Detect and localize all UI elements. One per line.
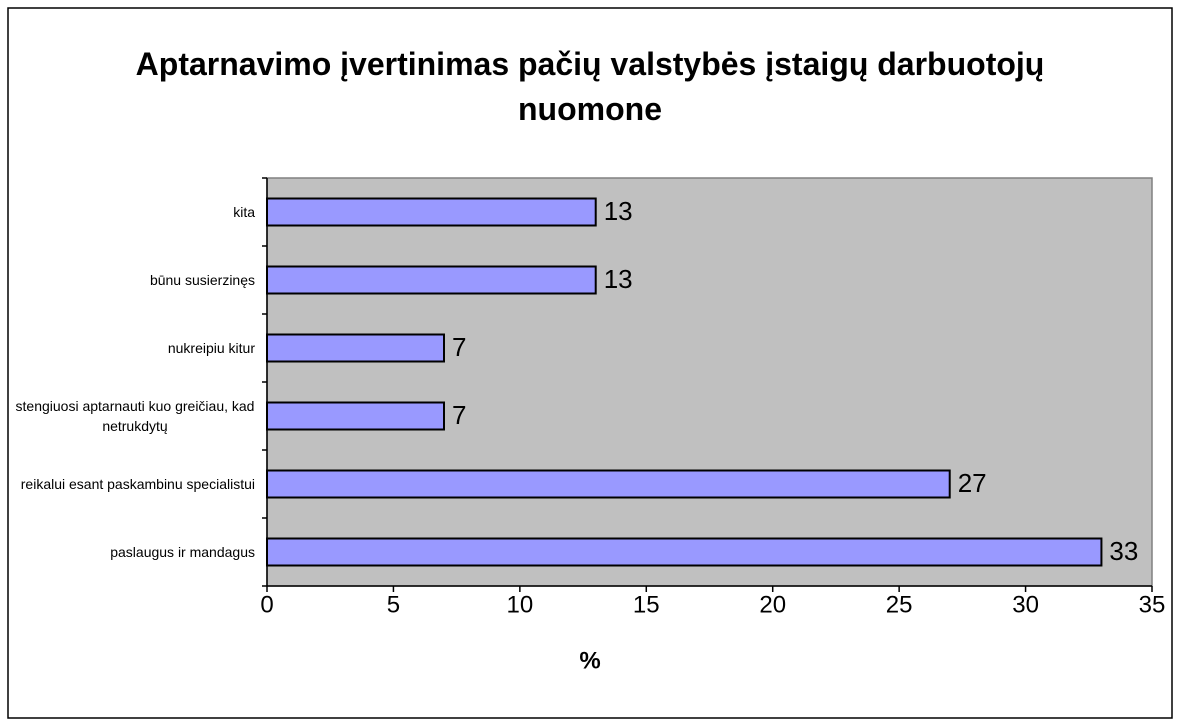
x-tick-label: 35 (1139, 591, 1166, 618)
y-tick-label: būnu susierzinęs (15, 270, 255, 290)
y-tick-label-text: nukreipiu kitur (167, 340, 255, 356)
y-tick-label-text: būnu susierzinęs (149, 272, 255, 288)
bar (266, 469, 951, 499)
y-tick-label: reikalui esant paskambinu specialistui (15, 474, 255, 494)
y-tick-label: nukreipiu kitur (15, 338, 255, 358)
x-tick-label: 10 (507, 591, 534, 618)
x-tick-label: 15 (633, 591, 660, 618)
bar (266, 537, 1103, 567)
value-label: 13 (604, 196, 633, 226)
y-tick-label: kita (15, 202, 255, 222)
bar (266, 401, 445, 431)
x-tick-label: 30 (1012, 591, 1039, 618)
value-label: 7 (452, 332, 466, 362)
y-tick-label-text: paslaugus ir mandagus (110, 544, 255, 560)
value-label: 27 (958, 468, 987, 498)
x-tick-label: 0 (260, 591, 273, 618)
y-tick-label-text: stengiuosi aptarnauti kuo greičiau, kad … (15, 398, 255, 434)
bar (266, 265, 597, 295)
bar (266, 333, 445, 363)
plot-area (266, 177, 1153, 587)
x-tick-label: 25 (886, 591, 913, 618)
y-tick-label-text: reikalui esant paskambinu specialistui (20, 476, 255, 492)
x-axis-title: % (579, 647, 600, 674)
chart-title: Aptarnavimo įvertinimas pačių valstybės … (135, 46, 1045, 127)
x-tick-label: 5 (387, 591, 400, 618)
x-tick-label: 20 (759, 591, 786, 618)
value-label: 33 (1109, 536, 1138, 566)
bar (266, 197, 597, 227)
y-tick-label: stengiuosi aptarnauti kuo greičiau, kad … (15, 396, 255, 436)
value-label: 7 (452, 400, 466, 430)
value-label: 13 (604, 264, 633, 294)
y-tick-label: paslaugus ir mandagus (15, 542, 255, 562)
y-tick-label-text: kita (233, 204, 255, 220)
